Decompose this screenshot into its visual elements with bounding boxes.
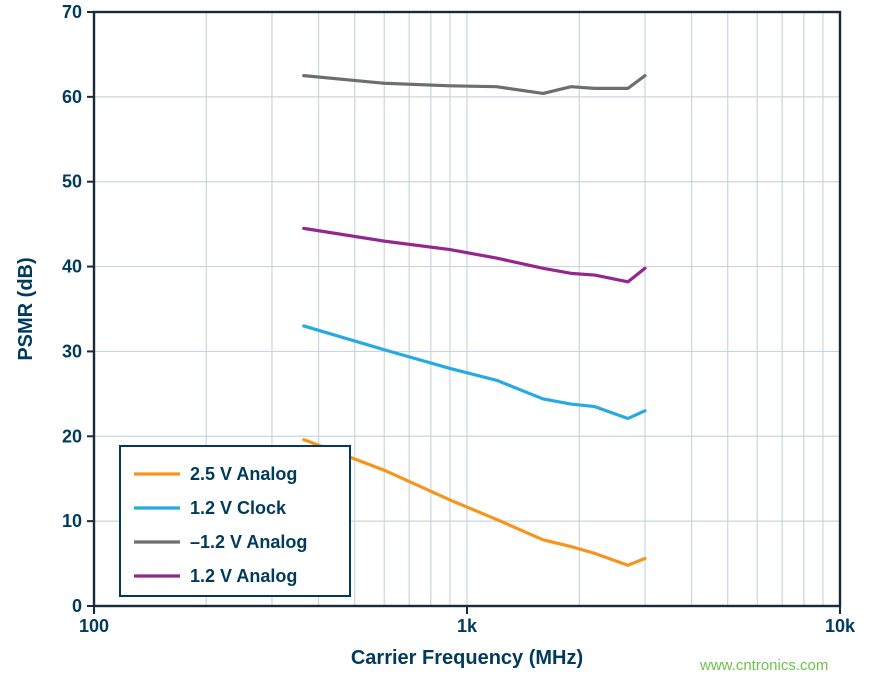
y-axis-label: PSMR (dB) <box>15 257 37 360</box>
legend-label-s25v: 2.5 V Analog <box>190 464 297 484</box>
legend-label-s12ana: 1.2 V Analog <box>190 566 297 586</box>
y-tick-label: 10 <box>62 511 82 531</box>
y-tick-label: 60 <box>62 87 82 107</box>
legend-label-s12clk: 1.2 V Clock <box>190 498 287 518</box>
y-tick-label: 20 <box>62 426 82 446</box>
y-tick-label: 50 <box>62 172 82 192</box>
legend: 2.5 V Analog 1.2 V Clock –1.2 V Analog 1.2 … <box>120 446 350 596</box>
chart-container: 0 10 20 30 40 50 60 70 100 1k 10k Carrier Frequency… <box>0 0 869 690</box>
x-tick-label: 1k <box>457 616 478 636</box>
psmr-chart: 0 10 20 30 40 50 60 70 100 1k 10k Carrier Frequency… <box>0 0 869 690</box>
y-tick-label: 70 <box>62 2 82 22</box>
legend-label-sNeg12: –1.2 V Analog <box>190 532 307 552</box>
y-tick-label: 40 <box>62 257 82 277</box>
x-tick-label: 10k <box>825 616 856 636</box>
x-axis-label: Carrier Frequency (MHz) <box>351 647 583 669</box>
y-tick-label: 0 <box>72 596 82 616</box>
y-tick-label: 30 <box>62 341 82 361</box>
x-tick-label: 100 <box>79 616 109 636</box>
watermark: www.cntronics.com <box>699 657 828 674</box>
